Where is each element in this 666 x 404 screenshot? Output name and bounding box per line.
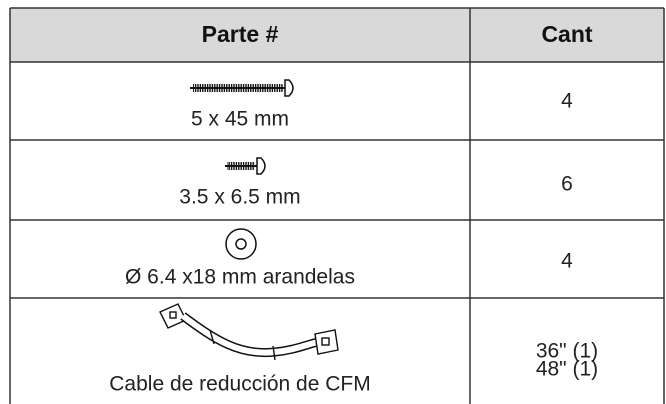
- header-cell: Parte #: [202, 21, 279, 47]
- grid: [9, 7, 665, 404]
- screw-icon: [225, 157, 266, 175]
- cable-icon: [159, 303, 339, 361]
- qty: 4: [561, 250, 573, 273]
- header-bg: [10, 8, 664, 62]
- qty: 48" (1): [536, 358, 598, 381]
- washer-icon: [225, 228, 257, 260]
- part-label: 5 x 45 mm: [191, 108, 289, 131]
- qty: 36" (1): [536, 340, 598, 363]
- part-label: Cable de reducción de CFM: [109, 373, 370, 396]
- part-label: Ø 6.4 x18 mm arandelas: [125, 266, 355, 289]
- qty: 4: [561, 90, 573, 113]
- header-cell: Cant: [541, 21, 592, 47]
- qty: 6: [561, 173, 573, 196]
- part-label: 3.5 x 6.5 mm: [179, 186, 300, 209]
- screw-icon: [190, 79, 294, 97]
